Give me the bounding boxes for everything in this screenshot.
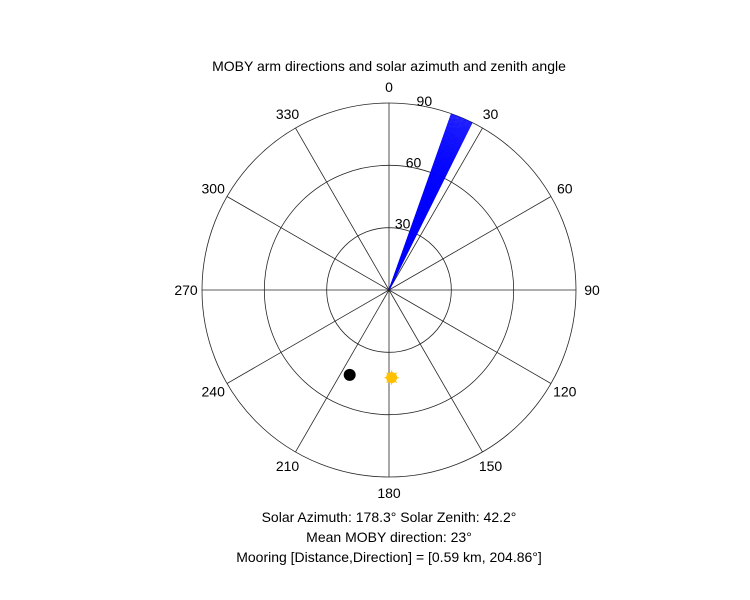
spoke-30 <box>388 127 483 291</box>
mooring-marker <box>343 368 356 381</box>
angle-tick-label-300: 300 <box>202 181 226 197</box>
spoke-210 <box>295 289 390 453</box>
sun-marker-ray <box>391 372 397 379</box>
axis-labels: 0 30 60 90 120 150 180 210 240 270 300 330 30 60 90 <box>174 79 600 501</box>
angle-tick-label-180: 180 <box>377 485 401 501</box>
spoke-240 <box>226 289 390 384</box>
spoke-60 <box>388 196 552 291</box>
ring-90 <box>201 102 577 478</box>
angle-tick-label-30: 30 <box>483 106 499 122</box>
angle-tick-label-150: 150 <box>479 458 503 474</box>
angle-tick-label-0: 0 <box>385 79 393 95</box>
chart-title: MOBY arm directions and solar azimuth an… <box>212 58 566 74</box>
plot-data <box>343 113 473 385</box>
ring-30 <box>326 227 452 353</box>
angle-tick-label-90: 90 <box>584 282 600 298</box>
sun-marker-ray <box>386 372 393 379</box>
angle-tick-label-60: 60 <box>557 181 573 197</box>
angle-tick-label-270: 270 <box>174 282 198 298</box>
spoke-300 <box>226 196 390 291</box>
mooring-caption: Mooring [Distance,Direction] = [0.59 km,… <box>236 549 542 565</box>
solar-angles-caption: Solar Azimuth: 178.3° Solar Zenith: 42.2… <box>261 509 517 525</box>
angle-tick-label-120: 120 <box>553 384 577 400</box>
sun-marker-ray <box>391 377 397 384</box>
radial-tick-label-30: 30 <box>395 216 411 232</box>
moby-arm-line-24 <box>388 122 473 291</box>
mean-direction-caption: Mean MOBY direction: 23° <box>306 529 472 545</box>
radial-tick-label-90: 90 <box>417 93 433 109</box>
sun-marker-ray <box>386 377 393 384</box>
spoke-120 <box>388 289 552 384</box>
ring-60 <box>263 164 515 416</box>
radial-tick-label-60: 60 <box>406 154 422 170</box>
angle-tick-label-330: 330 <box>276 106 300 122</box>
spoke-330 <box>295 127 390 291</box>
polar-grid <box>201 102 577 478</box>
angle-tick-label-210: 210 <box>276 458 300 474</box>
sun-marker <box>384 370 399 385</box>
angle-tick-label-240: 240 <box>202 384 226 400</box>
spoke-150 <box>388 289 483 453</box>
